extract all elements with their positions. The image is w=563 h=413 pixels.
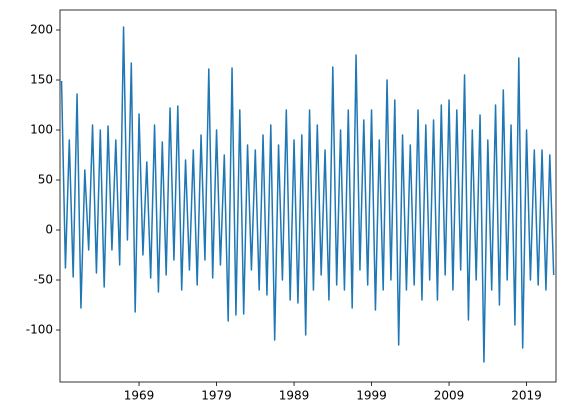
y-tick-label: 200 <box>30 23 53 37</box>
y-tick-label: 100 <box>30 123 53 137</box>
x-tick-label: 2009 <box>434 389 465 403</box>
y-tick-label: 50 <box>38 173 53 187</box>
data-line <box>60 26 555 363</box>
x-tick-label: 2019 <box>511 389 542 403</box>
y-tick-label: -100 <box>26 323 53 337</box>
x-tick-label: 1969 <box>124 389 155 403</box>
x-tick-label: 1999 <box>356 389 387 403</box>
x-tick-label: 1979 <box>201 389 232 403</box>
y-tick-label: 150 <box>30 73 53 87</box>
plot-frame <box>59 9 557 383</box>
y-tick-label: 0 <box>45 223 53 237</box>
y-tick-label: -50 <box>33 273 53 287</box>
x-tick-label: 1989 <box>279 389 310 403</box>
